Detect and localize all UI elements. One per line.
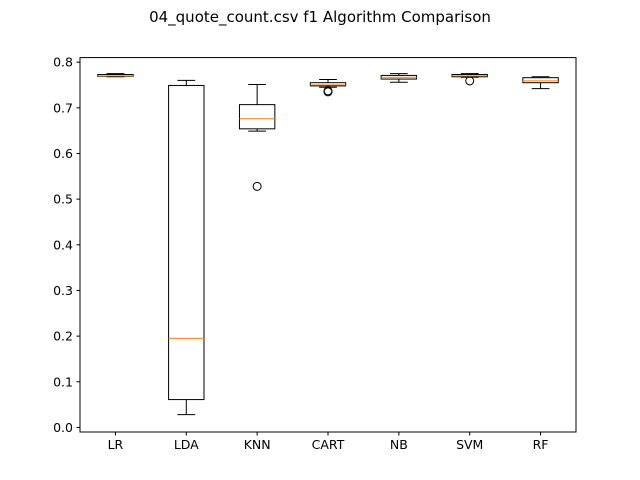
chart-title: 04_quote_count.csv f1 Algorithm Comparis… — [149, 8, 491, 27]
y-tick-label: 0.8 — [53, 55, 73, 70]
box — [522, 77, 559, 84]
box — [238, 104, 276, 130]
y-tick-label: 0.3 — [53, 283, 73, 298]
x-tick-label: RF — [533, 437, 549, 452]
outlier-point — [323, 87, 333, 97]
y-tick-label: 0.7 — [53, 100, 73, 115]
x-tick-label: NB — [390, 437, 408, 452]
x-tick-label: LDA — [174, 437, 199, 452]
x-tick-label: SVM — [456, 437, 483, 452]
outlier-point — [465, 76, 475, 86]
outlier-point — [252, 181, 262, 191]
y-tick-label: 0.4 — [53, 237, 73, 252]
x-tick-label: KNN — [244, 437, 271, 452]
x-tick-label: CART — [312, 437, 345, 452]
y-tick-label: 0.5 — [53, 192, 73, 207]
y-tick-label: 0.0 — [53, 420, 73, 435]
box — [168, 84, 205, 401]
y-tick-label: 0.1 — [53, 374, 73, 389]
y-tick-label: 0.6 — [53, 146, 73, 161]
box — [309, 82, 347, 87]
axes-frame — [79, 57, 577, 433]
y-tick-label: 0.2 — [53, 329, 73, 344]
x-tick-label: LR — [108, 437, 124, 452]
plot-area: 0.0 0.1 0.2 0.3 0.4 0.5 0.6 0.7 0.8 LR LDA KNN CART N… — [53, 55, 577, 452]
